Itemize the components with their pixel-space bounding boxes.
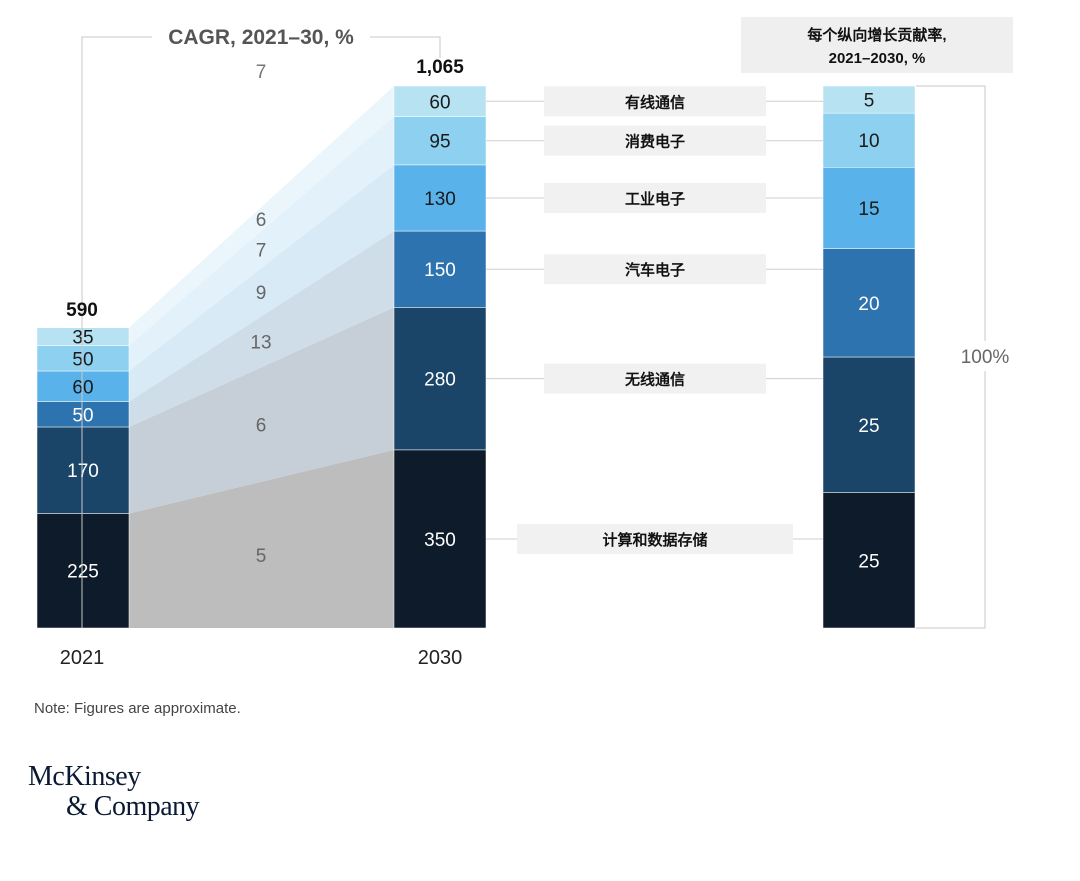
label-connectors — [486, 100, 823, 540]
contribution-segment — [822, 492, 916, 629]
bar-segment — [36, 327, 130, 346]
contribution-label: 5 — [864, 91, 875, 112]
segment-label-box — [544, 182, 766, 213]
cagr-bracket — [81, 36, 441, 628]
contribution-segment — [822, 167, 916, 249]
cagr-value: 5 — [256, 546, 267, 567]
segment-label: 无线通信 — [624, 371, 685, 389]
value-label-2021: 35 — [72, 328, 93, 349]
footnote: Note: Figures are approximate. — [34, 700, 241, 717]
segment-label: 汽车电子 — [625, 261, 685, 279]
cagr-value: 7 — [256, 240, 267, 261]
logo-line2: & Company — [66, 791, 200, 822]
contribution-title-box — [741, 17, 1013, 73]
contribution-bar: 25 25 20 15 10 5 — [822, 85, 916, 629]
flow-band — [129, 116, 394, 371]
segment-label-box — [544, 125, 766, 156]
value-label-2030: 60 — [429, 92, 450, 113]
total-2021: 590 — [66, 300, 98, 321]
bar-2030: 350 280 150 130 95 60 — [393, 85, 487, 629]
total-2030: 1,065 — [416, 57, 464, 78]
contribution-label: 25 — [858, 551, 879, 572]
bar-segment — [393, 85, 487, 117]
value-label-2030: 350 — [424, 530, 456, 551]
cagr-value: 13 — [250, 333, 271, 354]
flow-band — [129, 307, 394, 514]
flow-band — [129, 164, 394, 402]
cagr-total-value: 7 — [256, 62, 267, 83]
value-label-2030: 280 — [424, 370, 456, 391]
bar-segment — [36, 426, 130, 514]
segment-label-box — [544, 254, 766, 285]
value-label-2030: 150 — [424, 260, 456, 281]
bar-segment — [36, 401, 130, 428]
bar-segment — [36, 345, 130, 372]
contribution-label: 10 — [858, 131, 879, 152]
value-label-2021: 50 — [72, 405, 93, 426]
segment-label-box — [544, 363, 766, 394]
bar-segment — [36, 370, 130, 402]
cagr-title: CAGR, 2021–30, % — [168, 26, 354, 49]
segment-label: 消费电子 — [625, 133, 685, 151]
contribution-total-label: 100% — [961, 347, 1010, 368]
segment-label: 工业电子 — [625, 190, 685, 208]
segment-label: 有线通信 — [625, 93, 685, 111]
value-label-2021: 50 — [72, 349, 93, 370]
cagr-values: 5 6 13 9 7 6 — [250, 210, 271, 567]
contribution-segment — [822, 112, 916, 168]
bar-segment — [393, 230, 487, 308]
value-label-2030: 95 — [429, 132, 450, 153]
mckinsey-logo: McKinsey & Company — [28, 761, 200, 822]
bar-segment — [393, 307, 487, 451]
contribution-label: 25 — [858, 416, 879, 437]
value-label-2021: 60 — [72, 377, 93, 398]
contribution-label: 15 — [858, 199, 879, 220]
contribution-label: 20 — [858, 294, 879, 315]
contribution-title-line2: 2021–2030, % — [829, 50, 926, 67]
cagr-flow-bands — [129, 86, 394, 628]
segment-label: 计算和数据存储 — [602, 531, 707, 549]
segment-label-box — [544, 86, 766, 117]
flow-band — [129, 86, 394, 346]
value-label-2030: 130 — [424, 189, 456, 210]
cagr-value: 9 — [256, 283, 267, 304]
segment-label-box — [517, 523, 793, 554]
cagr-value: 6 — [256, 210, 267, 231]
flow-band — [129, 231, 394, 427]
year-label-2030: 2030 — [418, 647, 463, 669]
bar-segment — [393, 449, 487, 629]
contribution-title-line1: 每个纵向增长贡献率, — [807, 26, 946, 44]
contribution-segment — [822, 85, 916, 114]
contribution-segment — [822, 248, 916, 358]
contribution-segment — [822, 356, 916, 493]
bar-segment — [393, 116, 487, 166]
value-label-2021: 170 — [67, 461, 99, 482]
cagr-value: 6 — [256, 415, 267, 436]
flow-band — [129, 449, 394, 628]
bar-segment — [36, 513, 130, 629]
bar-segment — [393, 164, 487, 232]
year-label-2021: 2021 — [60, 647, 105, 669]
value-label-2021: 225 — [67, 562, 99, 583]
logo-line1: McKinsey — [28, 761, 141, 792]
